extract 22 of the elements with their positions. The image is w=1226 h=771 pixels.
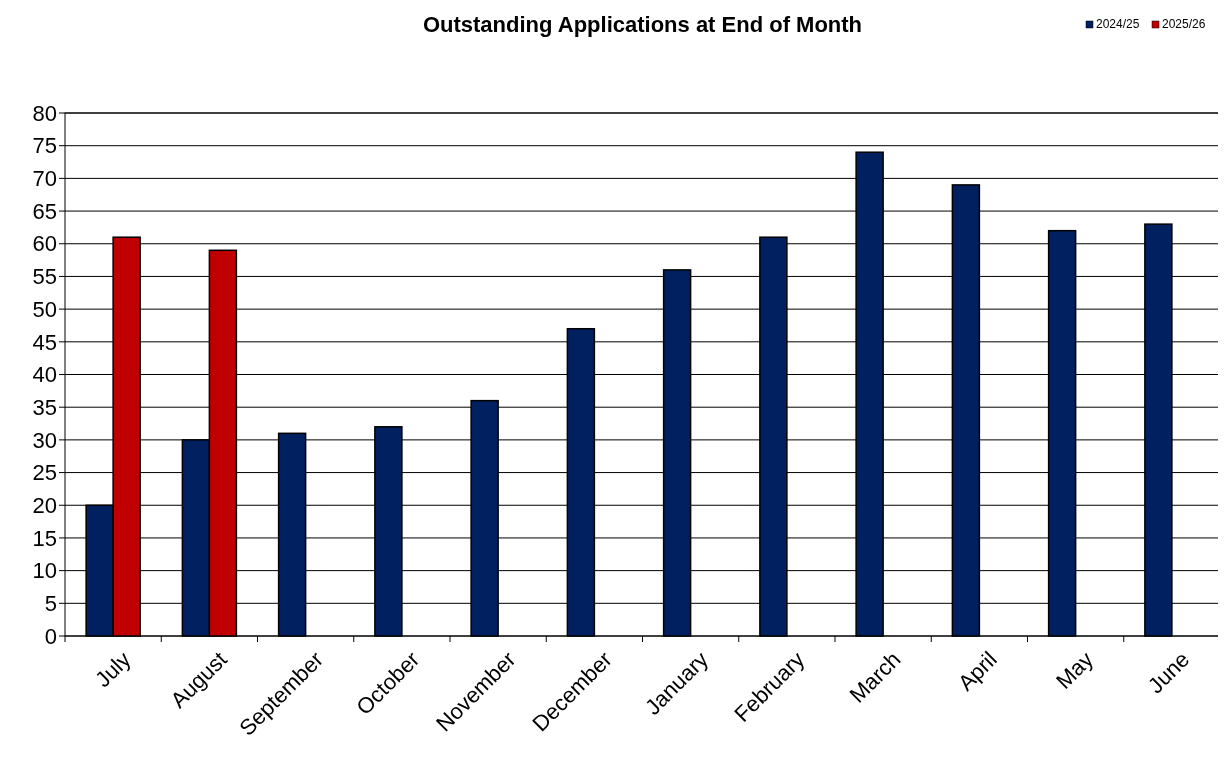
- y-tick-label: 25: [32, 460, 57, 486]
- y-tick-label: 15: [32, 525, 57, 551]
- y-tick-label: 65: [32, 198, 57, 224]
- y-tick-label: 55: [32, 264, 57, 290]
- y-tick-label: 0: [44, 623, 57, 649]
- y-tick-label: 5: [44, 591, 57, 617]
- y-tick-label: 70: [32, 166, 57, 192]
- y-tick-label: 75: [32, 133, 57, 159]
- x-tick-label: May: [1050, 646, 1099, 694]
- y-tick-label: 60: [32, 231, 57, 257]
- y-tick-label: 50: [32, 296, 57, 322]
- chart-title: Outstanding Applications at End of Month: [422, 12, 863, 37]
- y-tick-label: 35: [32, 394, 57, 420]
- x-tick-label: July: [90, 646, 136, 693]
- legend-label: 2024/25: [1096, 17, 1140, 31]
- y-tick-label: 80: [32, 100, 57, 126]
- y-tick-label: 10: [32, 558, 57, 584]
- y-tick-label: 20: [32, 492, 57, 518]
- legend-label: 2025/26: [1162, 17, 1206, 31]
- y-tick-label: 40: [32, 362, 57, 388]
- y-tick-label: 45: [32, 329, 57, 355]
- y-tick-label: 30: [32, 427, 57, 453]
